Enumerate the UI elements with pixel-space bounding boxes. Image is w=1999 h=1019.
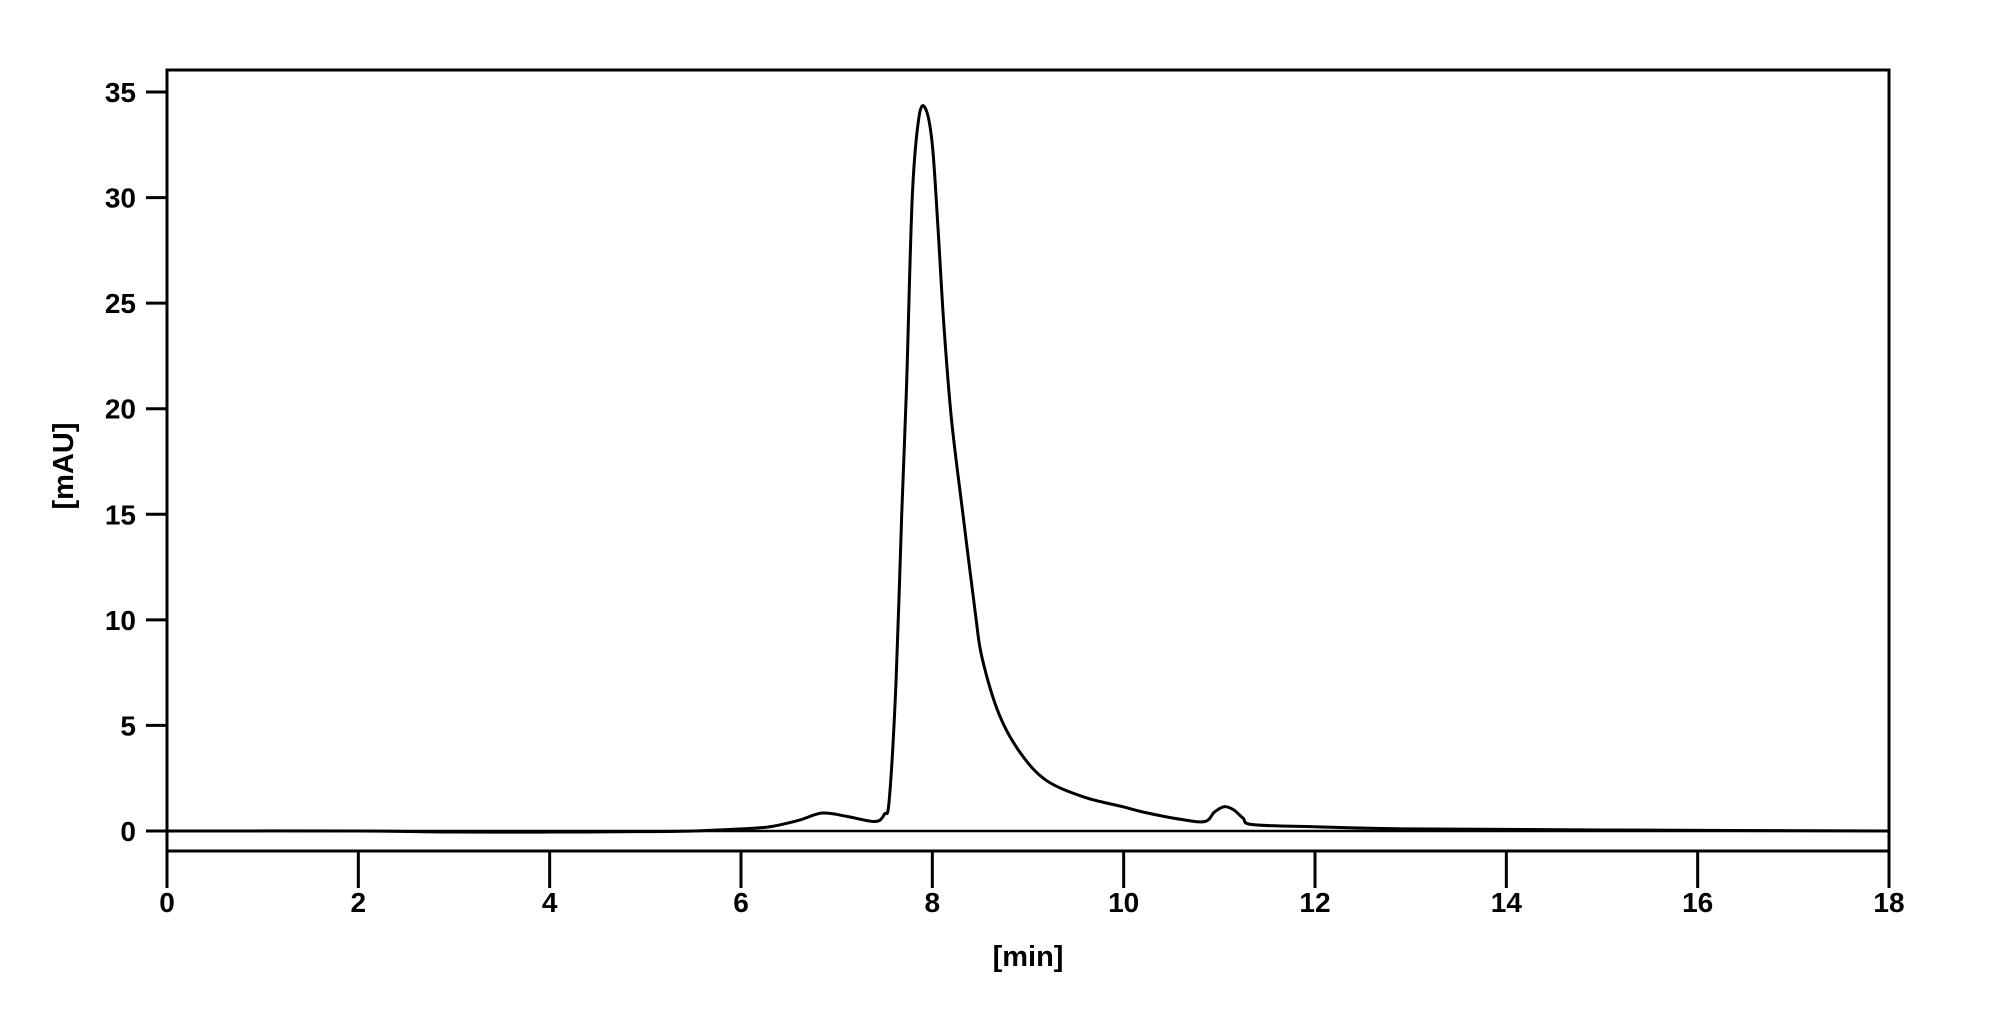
x-tick-label: 4 bbox=[542, 887, 558, 918]
x-tick-label: 6 bbox=[733, 887, 749, 918]
y-tick-label: 15 bbox=[105, 499, 136, 530]
y-axis-title: [mAU] bbox=[48, 423, 80, 510]
y-tick-label: 30 bbox=[105, 183, 136, 214]
x-tick-label: 12 bbox=[1299, 887, 1330, 918]
x-tick-label: 2 bbox=[351, 887, 367, 918]
y-tick-label: 35 bbox=[105, 77, 136, 108]
data-series-line bbox=[166, 104, 1890, 834]
x-tick-label: 16 bbox=[1682, 887, 1713, 918]
x-tick-label: 18 bbox=[1873, 887, 1904, 918]
x-axis: 0 2 4 6 8 10 12 14 16 18 bbox=[159, 851, 1905, 918]
y-tick-label: 5 bbox=[120, 710, 136, 741]
y-tick-label: 25 bbox=[105, 288, 136, 319]
y-tick-label: 0 bbox=[120, 816, 136, 847]
x-tick-label: 0 bbox=[159, 887, 175, 918]
x-tick-label: 14 bbox=[1491, 887, 1523, 918]
x-tick-label: 10 bbox=[1108, 887, 1139, 918]
y-tick-label: 10 bbox=[105, 605, 136, 636]
y-axis: 0 5 10 15 20 25 30 35 bbox=[105, 70, 1889, 888]
y-tick-label: 20 bbox=[105, 394, 136, 425]
x-tick-label: 8 bbox=[925, 887, 941, 918]
x-axis-title: [min] bbox=[993, 941, 1064, 973]
plot-frame bbox=[165, 68, 1891, 853]
